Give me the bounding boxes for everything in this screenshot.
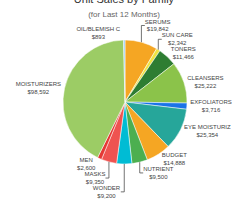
svg-text:TONERS$11,466: TONERS$11,466 xyxy=(171,46,196,60)
svg-text:NUTRIENT$9,500: NUTRIENT$9,500 xyxy=(143,166,174,180)
svg-text:OIL/BLEMISH C$893: OIL/BLEMISH C$893 xyxy=(76,26,120,40)
svg-text:EXFOLIATORS$3,716: EXFOLIATORS$3,716 xyxy=(190,99,231,113)
svg-text:CLEANSERS$25,222: CLEANSERS$25,222 xyxy=(187,75,223,89)
svg-text:SUN CARE$2,342: SUN CARE$2,342 xyxy=(162,32,193,46)
svg-text:BUDGET$14,888: BUDGET$14,888 xyxy=(162,152,187,166)
svg-text:MOISTURIZERS$98,592: MOISTURIZERS$98,592 xyxy=(16,81,61,95)
svg-text:WONDER$9,200: WONDER$9,200 xyxy=(93,185,121,199)
svg-text:MASKS$9,350: MASKS$9,350 xyxy=(84,171,105,185)
svg-text:Unit Sales by Family(for Last: Unit Sales by Family(for Last 12 Months) xyxy=(74,0,175,19)
svg-text:EYE MOISTURIZ$25,354: EYE MOISTURIZ$25,354 xyxy=(184,124,231,138)
svg-text:SERUMS$19,842: SERUMS$19,842 xyxy=(145,19,171,33)
svg-text:MEN$2,600: MEN$2,600 xyxy=(77,157,96,171)
